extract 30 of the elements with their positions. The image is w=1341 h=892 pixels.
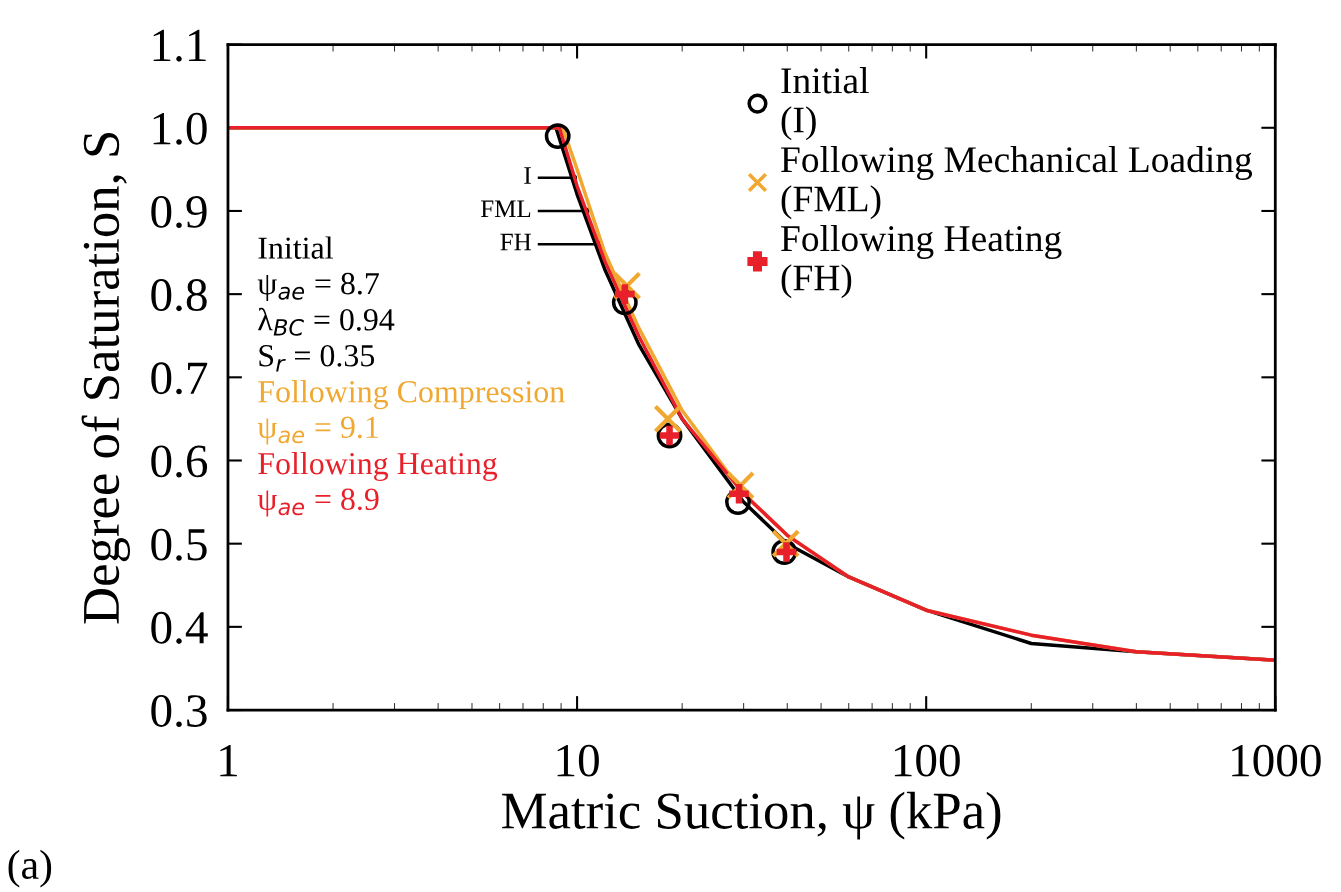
annotation: FH xyxy=(500,233,531,251)
annotation: S$_{r}$ = 0.35 xyxy=(259,344,375,372)
x-tick-label: 10 xyxy=(557,744,599,777)
y-tick-label: 1.0 xyxy=(153,112,207,145)
legend-label: Following Heating (FH) xyxy=(781,224,1062,299)
x-axis-title: Matric Suction, ψ (kPa) xyxy=(502,791,1001,840)
x-tick-label: 1000 xyxy=(1232,744,1321,777)
y-tick-label: 0.4 xyxy=(151,611,208,644)
y-tick-label: 0.9 xyxy=(151,195,207,229)
x-tick-label: 100 xyxy=(894,744,960,777)
annotation: FML xyxy=(481,200,531,217)
annotation: ψ$_{ae}$ = 8.7 xyxy=(257,272,379,301)
y-tick-label: 0.3 xyxy=(151,695,207,728)
annotation: ψ$_{ae}$ = 8.9 xyxy=(257,488,379,517)
text: (a) xyxy=(8,849,52,888)
annotation: I xyxy=(524,167,531,184)
legend-label: Following Mechanical Loading (FML) xyxy=(781,145,1253,220)
annotation: λ$_{BC}$ = 0.94 xyxy=(258,307,395,336)
y-tick-label: 0.8 xyxy=(151,279,207,312)
annotation: Following Compression xyxy=(258,380,565,410)
legend-label: Initial (I) xyxy=(781,67,869,141)
y-tick-label: 1.1 xyxy=(153,29,206,62)
y-tick-label: 0.6 xyxy=(151,445,208,478)
x-tick-label: 1 xyxy=(220,744,237,777)
y-tick-label: 0.5 xyxy=(151,528,207,561)
y-tick-label: 0.7 xyxy=(151,362,208,395)
annotation: ψ$_{ae}$ = 9.1 xyxy=(257,416,378,445)
annotation: Initial xyxy=(258,236,333,259)
annotation: Following Heating xyxy=(258,451,498,482)
y-axis-title: Degree of Saturation, S xyxy=(81,132,131,624)
